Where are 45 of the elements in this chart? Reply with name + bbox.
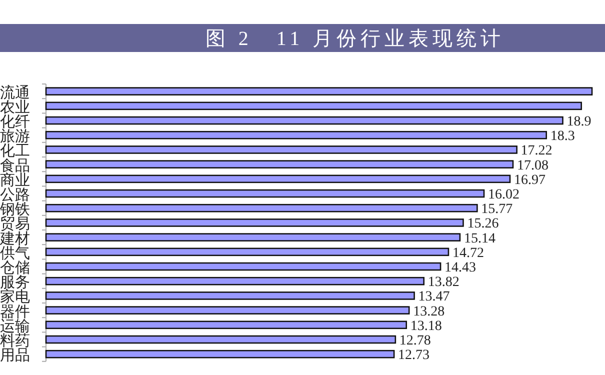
data-label: 14.72	[452, 246, 484, 261]
bar	[45, 262, 442, 271]
y-tick-label: 用品	[0, 348, 30, 364]
bar	[45, 335, 396, 344]
bar	[45, 320, 408, 330]
data-label: 17.22	[520, 144, 552, 159]
data-label: 16.02	[488, 188, 520, 202]
bar	[45, 218, 464, 227]
data-label: 16.97	[514, 172, 546, 188]
data-label: 18.9	[566, 114, 592, 130]
chart-title: 图 2 11 月份行业表现统计	[205, 28, 505, 50]
bar	[45, 116, 564, 125]
data-label: 13.18	[410, 318, 442, 334]
y-tick-label: 料药	[0, 332, 30, 350]
data-label: 17.08	[516, 158, 548, 174]
bar	[45, 130, 547, 140]
y-tick-label: 农业	[0, 98, 30, 116]
bar	[45, 350, 395, 358]
bar	[45, 146, 518, 154]
y-tick-label: 公路	[0, 186, 30, 204]
bar	[45, 102, 582, 110]
data-label: 15.14	[464, 231, 496, 246]
data-label: 12.78	[399, 334, 431, 348]
data-label: 15.77	[481, 202, 513, 218]
data-label: 13.82	[428, 275, 460, 290]
bar	[45, 160, 514, 168]
data-label: 15.26	[467, 216, 499, 232]
bar	[45, 306, 410, 314]
bar	[45, 292, 415, 300]
data-label: 12.73	[398, 348, 430, 364]
bar	[45, 233, 461, 242]
data-label: 14.43	[444, 260, 476, 276]
data-label: 18.3	[550, 129, 575, 144]
y-tick-label: 商业	[0, 172, 30, 189]
bar	[45, 174, 511, 184]
bar	[45, 248, 450, 256]
bar	[45, 87, 593, 96]
y-tick-label: 家电	[0, 288, 30, 306]
y-tick-label: 仓储	[0, 260, 30, 276]
data-label: 13.28	[413, 304, 445, 320]
bar	[45, 276, 425, 286]
bar	[45, 189, 485, 198]
bar	[45, 204, 478, 212]
y-tick-label: 建材	[0, 230, 30, 248]
data-label: 13.47	[418, 290, 450, 305]
